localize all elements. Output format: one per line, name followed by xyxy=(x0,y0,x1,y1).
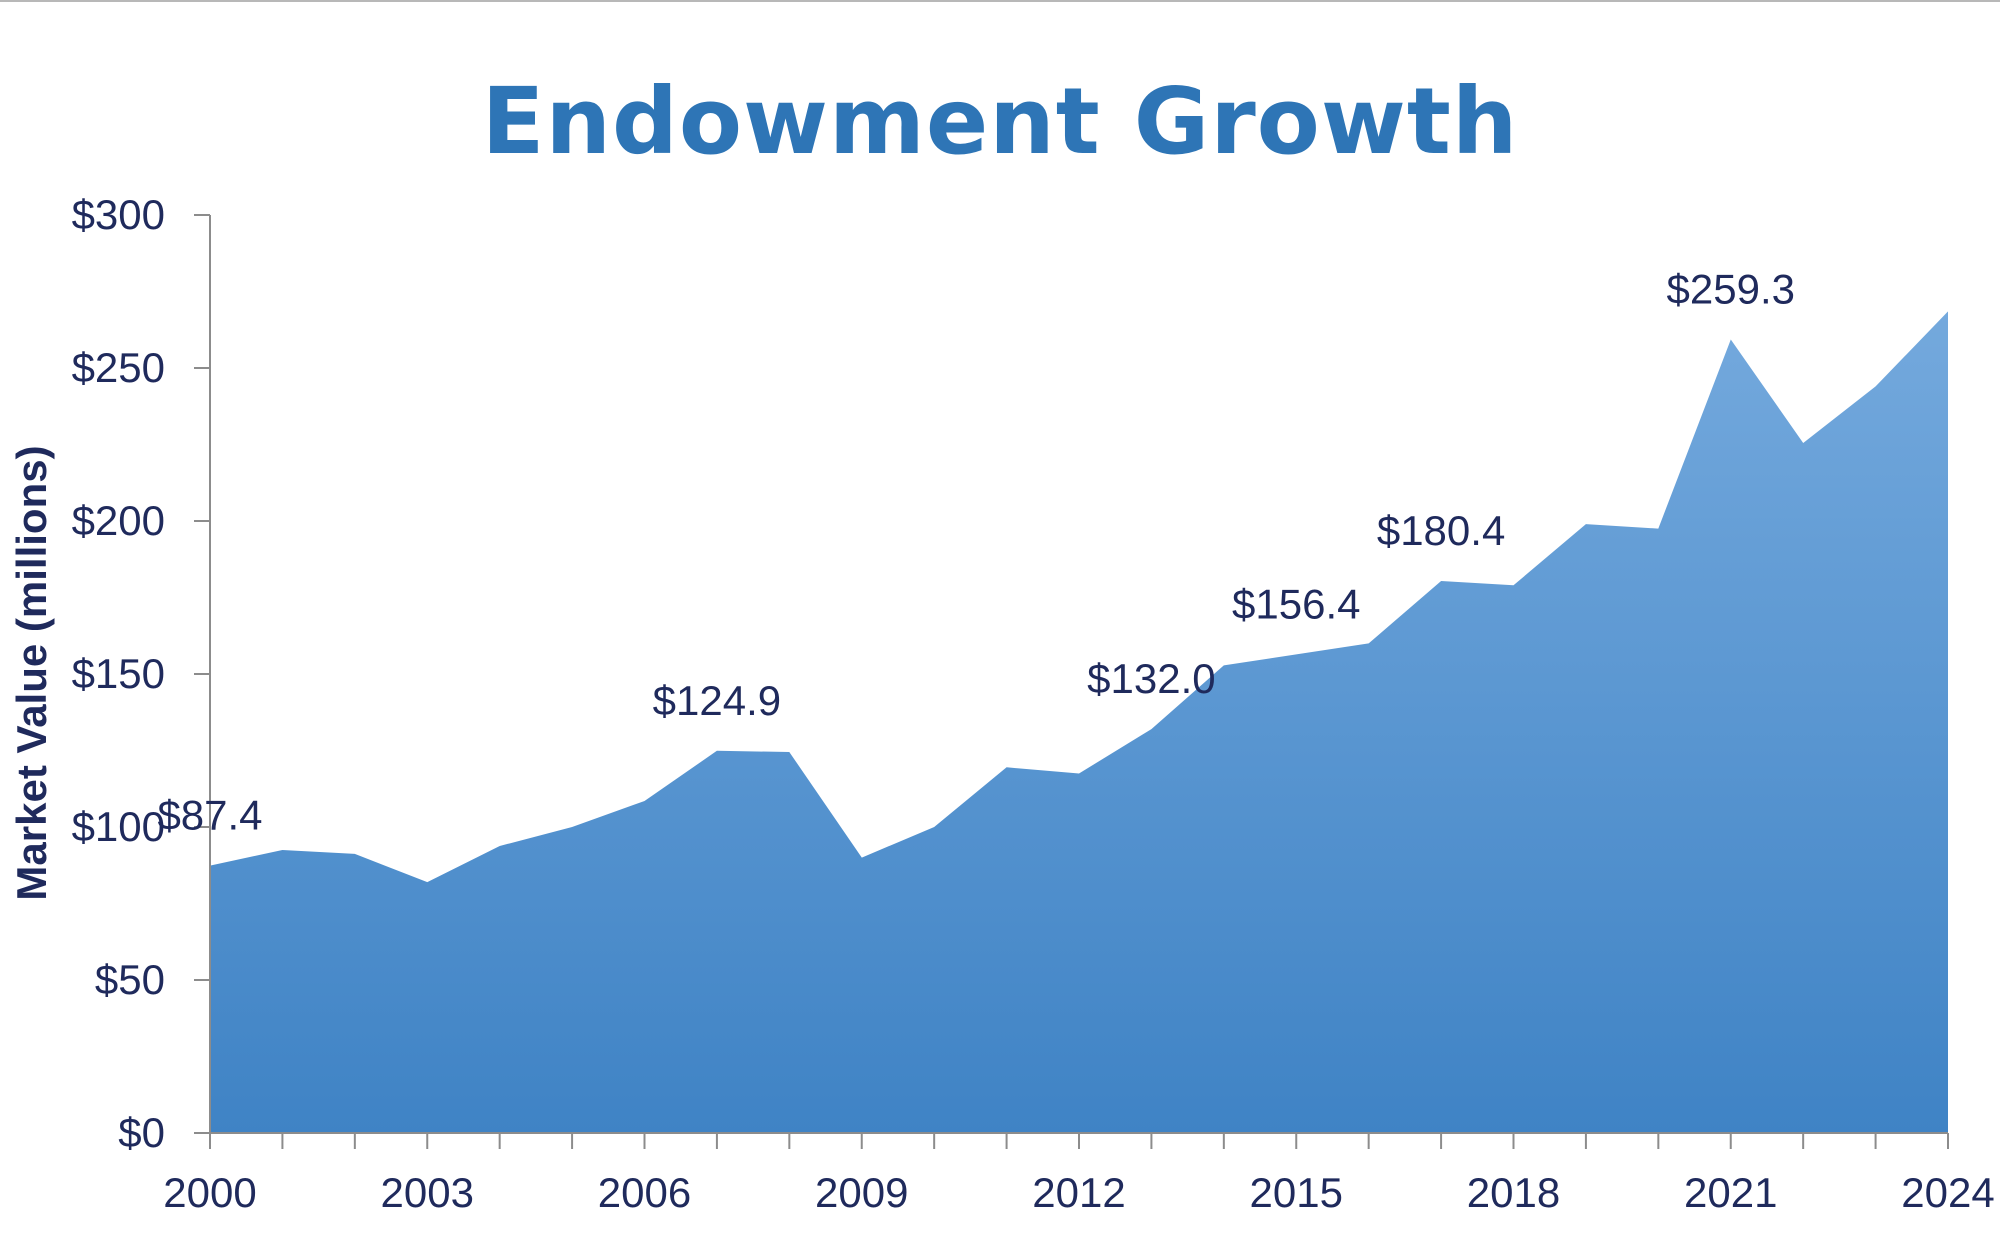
x-tick-label: 2000 xyxy=(163,1169,256,1216)
y-tick-label: $100 xyxy=(72,803,165,850)
x-tick-label: 2012 xyxy=(1032,1169,1125,1216)
x-tick-label: 2024 xyxy=(1901,1169,1994,1216)
y-tick-label: $150 xyxy=(72,650,165,697)
data-label: $132.0 xyxy=(1087,655,1215,702)
y-tick-label: $250 xyxy=(72,344,165,391)
data-label: $87.4 xyxy=(157,792,262,839)
x-tick-label: 2018 xyxy=(1467,1169,1560,1216)
top-border xyxy=(0,0,2000,2)
y-tick-label: $0 xyxy=(118,1109,165,1156)
data-label: $180.4 xyxy=(1377,507,1505,554)
series-area xyxy=(210,311,1948,1133)
y-axis-title: Market Value (millions) xyxy=(8,445,55,900)
x-tick-label: 2021 xyxy=(1684,1169,1777,1216)
data-label: $156.4 xyxy=(1232,580,1360,627)
x-tick-label: 2006 xyxy=(598,1169,691,1216)
data-label: $124.9 xyxy=(653,677,781,724)
x-tick-label: 2003 xyxy=(381,1169,474,1216)
data-label: $259.3 xyxy=(1667,266,1795,313)
y-tick-label: $300 xyxy=(72,191,165,238)
x-tick-label: 2015 xyxy=(1250,1169,1343,1216)
chart-title: Endowment Growth xyxy=(481,68,1519,175)
x-tick-label: 2009 xyxy=(815,1169,908,1216)
y-tick-label: $200 xyxy=(72,497,165,544)
y-tick-label: $50 xyxy=(95,956,165,1003)
